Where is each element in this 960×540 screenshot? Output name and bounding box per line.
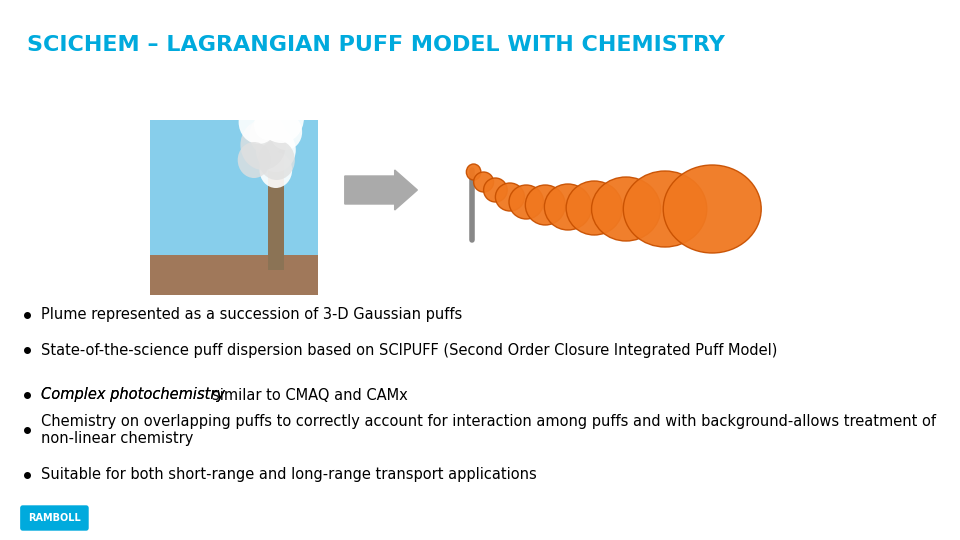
Text: Plume represented as a succession of 3-D Gaussian puffs: Plume represented as a succession of 3-D…: [41, 307, 462, 322]
Circle shape: [258, 140, 295, 180]
Ellipse shape: [473, 172, 493, 192]
Circle shape: [239, 100, 278, 144]
Text: Suitable for both short-range and long-range transport applications: Suitable for both short-range and long-r…: [41, 468, 537, 483]
Text: Complex photochemistry: Complex photochemistry: [41, 388, 229, 402]
Ellipse shape: [467, 164, 481, 180]
Ellipse shape: [544, 184, 591, 230]
Ellipse shape: [663, 165, 761, 253]
Bar: [268, 140, 284, 270]
Bar: [150, 120, 318, 295]
FancyBboxPatch shape: [21, 506, 88, 530]
Text: SCICHEM – LAGRANGIAN PUFF MODEL WITH CHEMISTRY: SCICHEM – LAGRANGIAN PUFF MODEL WITH CHE…: [27, 35, 725, 55]
Ellipse shape: [623, 171, 707, 247]
Text: Chemistry on overlapping puffs to correctly account for interaction among puffs : Chemistry on overlapping puffs to correc…: [41, 414, 936, 446]
Ellipse shape: [495, 183, 524, 211]
Circle shape: [240, 120, 286, 170]
Ellipse shape: [484, 178, 507, 202]
FancyArrow shape: [345, 170, 418, 210]
Circle shape: [238, 142, 271, 178]
Bar: [150, 255, 318, 295]
Text: RAMBOLL: RAMBOLL: [28, 513, 81, 523]
Circle shape: [256, 128, 296, 172]
Circle shape: [254, 110, 281, 140]
Text: Complex photochemistry: Complex photochemistry: [41, 388, 229, 402]
Ellipse shape: [509, 185, 543, 219]
Circle shape: [258, 93, 304, 143]
Text: State-of-the-science puff dispersion based on SCIPUFF (Second Order Closure Inte: State-of-the-science puff dispersion bas…: [41, 342, 778, 357]
Text: similar to CMAQ and CAMx: similar to CMAQ and CAMx: [212, 388, 408, 402]
Circle shape: [270, 114, 302, 150]
Ellipse shape: [566, 181, 622, 235]
Ellipse shape: [525, 185, 565, 225]
Circle shape: [259, 152, 292, 188]
FancyBboxPatch shape: [150, 120, 318, 295]
Ellipse shape: [591, 177, 660, 241]
Circle shape: [250, 115, 286, 155]
